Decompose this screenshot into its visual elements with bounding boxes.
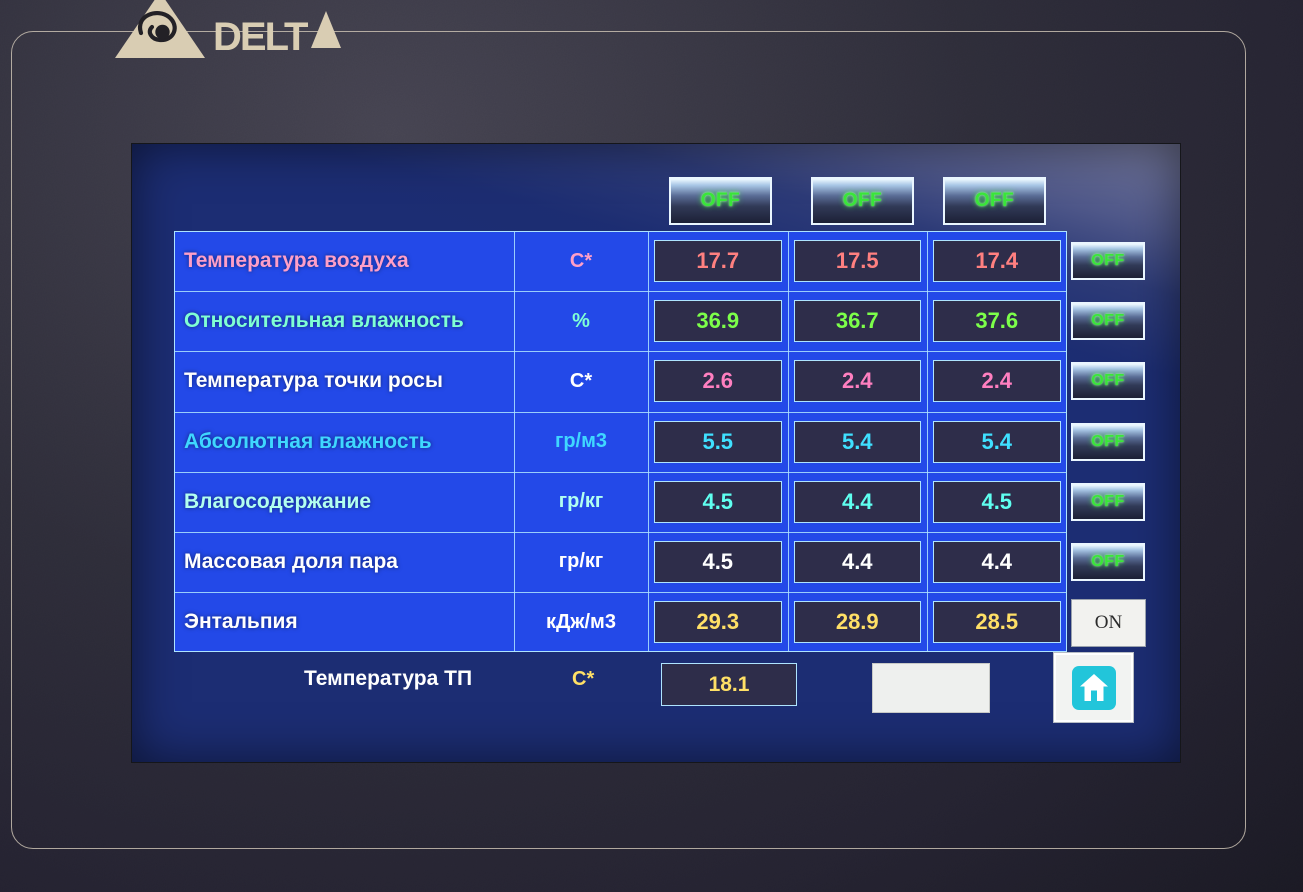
svg-text:DELT: DELT [213,15,308,59]
